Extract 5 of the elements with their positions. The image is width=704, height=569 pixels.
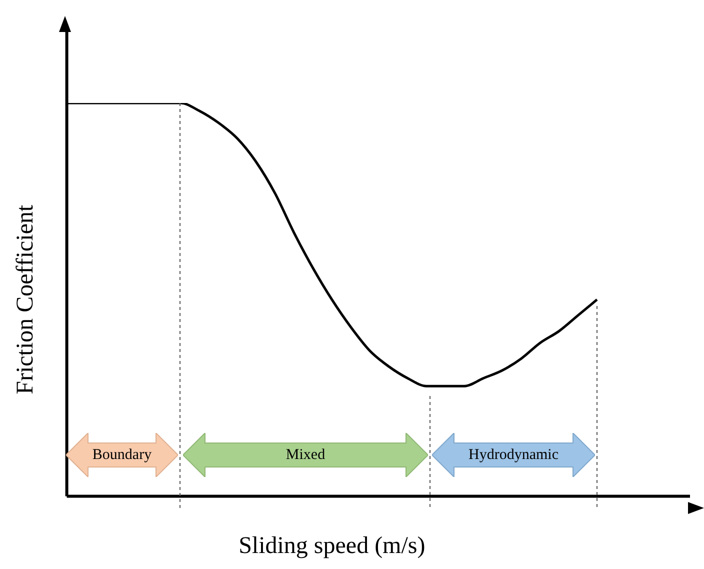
annotation: Boundary [91, 446, 153, 465]
y-axis-title: Friction Coefficient [12, 204, 39, 394]
x-axis-title: Sliding speed (m/s) [238, 532, 426, 559]
annotation: Hydrodynamic [468, 446, 560, 465]
annotation: Mixed [284, 446, 326, 465]
